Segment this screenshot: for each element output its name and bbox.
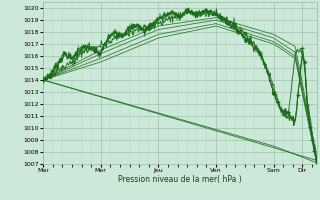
X-axis label: Pression niveau de la mer( hPa ): Pression niveau de la mer( hPa ) <box>118 175 242 184</box>
